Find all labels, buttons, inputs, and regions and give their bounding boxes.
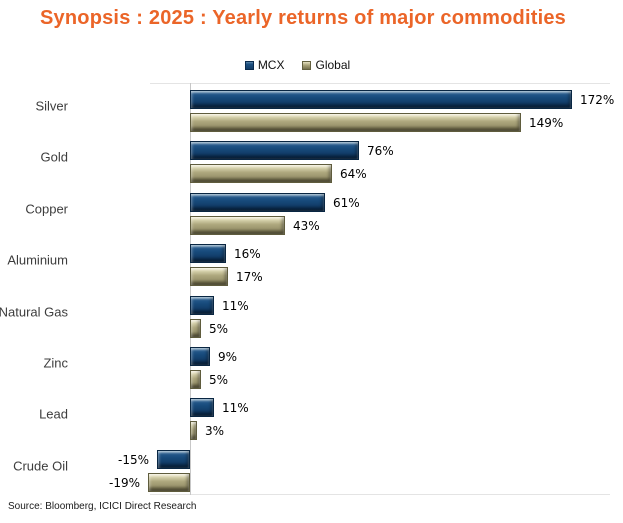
category-label-zinc: Zinc [43,355,68,371]
bar-mcx-aluminium [190,244,226,263]
value-label-mcx-lead: 11% [222,400,249,415]
value-label-global-gold: 64% [340,166,367,181]
legend-item-mcx: MCX [244,58,285,72]
category-label-gold: Gold [40,149,68,165]
bar-mcx-copper [190,193,325,212]
category-label-copper: Copper [25,201,68,217]
value-label-global-copper: 43% [293,218,320,233]
bar-global-crude-oil [148,473,190,492]
legend-item-global: Global [302,58,350,72]
bar-global-natural-gas [190,319,201,338]
legend-swatch-mcx-icon [244,60,254,70]
value-label-global-natural-gas: 5% [209,321,229,336]
category-label-crude-oil: Crude Oil [13,458,68,474]
bar-global-gold [190,164,332,183]
bar-mcx-silver [190,90,572,109]
plot-area: Silver 172% 149% Gold 76% 64% Copper 61% 43% Alum… [0,83,623,495]
bar-global-lead [190,421,197,440]
legend-swatch-global-icon [302,60,312,70]
bar-global-aluminium [190,267,228,286]
value-label-mcx-crude-oil: -15% [117,452,149,467]
plot-border-bottom [150,494,610,495]
value-label-mcx-gold: 76% [367,143,394,158]
value-label-mcx-natural-gas: 11% [222,298,249,313]
bar-mcx-natural-gas [190,296,214,315]
value-label-global-crude-oil: -19% [108,475,140,490]
value-label-global-aluminium: 17% [236,269,263,284]
bar-mcx-zinc [190,347,210,366]
value-label-mcx-zinc: 9% [218,349,238,364]
bar-global-zinc [190,370,201,389]
bar-mcx-crude-oil [157,450,190,469]
legend-label-mcx: MCX [257,58,285,72]
value-label-global-silver: 149% [529,115,564,130]
value-label-global-lead: 3% [205,423,225,438]
legend: MCX Global [0,58,623,72]
chart-title: Synopsis : 2025 : Yearly returns of majo… [40,7,566,29]
bar-mcx-lead [190,398,214,417]
source-note: Source: Bloomberg, ICICI Direct Research [8,501,197,512]
value-label-mcx-aluminium: 16% [234,246,261,261]
category-label-lead: Lead [39,406,68,422]
legend-label-global: Global [315,58,351,72]
plot-border-top [150,83,610,84]
category-label-silver: Silver [35,98,68,114]
bar-global-silver [190,113,521,132]
value-label-mcx-copper: 61% [333,195,360,210]
zero-axis-line [190,83,191,495]
bar-global-copper [190,216,285,235]
value-label-global-zinc: 5% [209,372,229,387]
category-label-aluminium: Aluminium [7,252,68,268]
category-label-natural-gas: Natural Gas [0,304,68,320]
value-label-mcx-silver: 172% [580,92,615,107]
bar-mcx-gold [190,141,359,160]
